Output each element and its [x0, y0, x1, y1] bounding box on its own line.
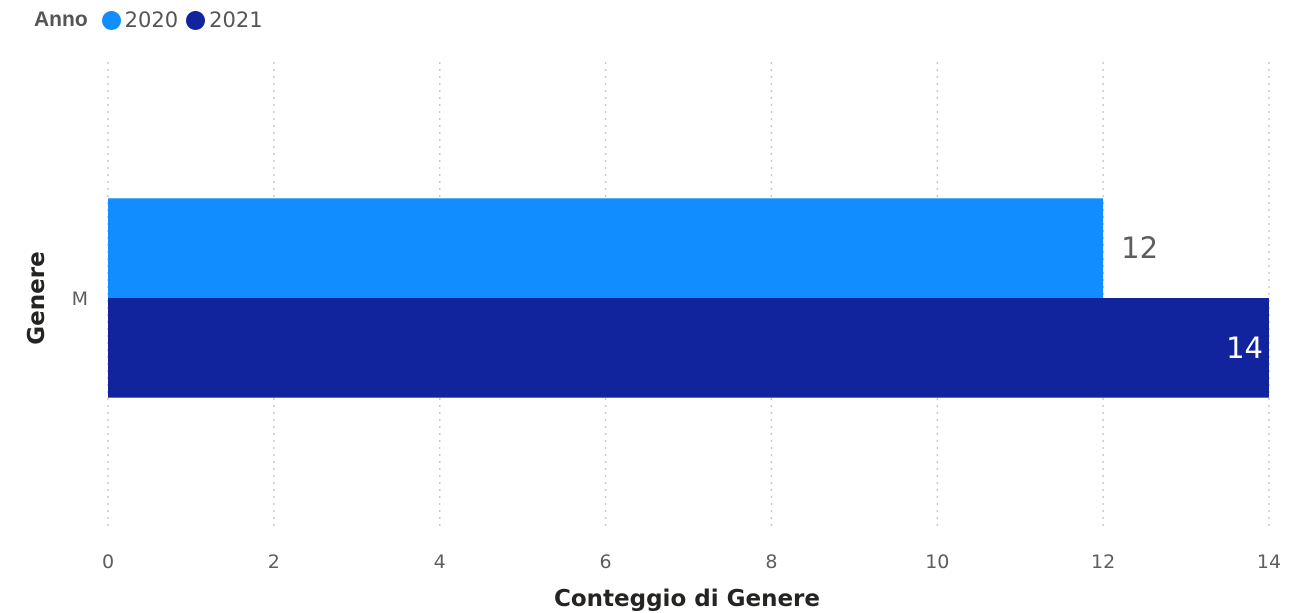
x-tick-label-0: 0	[102, 551, 114, 573]
x-tick-label-2: 2	[268, 551, 280, 573]
bar-2021-M	[108, 298, 1269, 398]
legend-label-2020: 2020	[124, 8, 179, 32]
gridlines	[107, 62, 1270, 530]
y-axis-categories: M	[72, 288, 88, 310]
data-labels: 12 14	[1121, 231, 1263, 365]
x-axis-ticks: 0 2 4 6 8 10 12 14	[102, 551, 1281, 573]
legend-item-2021[interactable]: 2021	[186, 8, 263, 32]
legend-item-2020[interactable]: 2020	[101, 8, 179, 32]
x-tick-label-6: 6	[600, 551, 612, 573]
legend-label-2021: 2021	[209, 8, 263, 32]
x-tick-label-10: 10	[925, 551, 949, 573]
bars	[108, 198, 1269, 398]
data-label-2021-M: 14	[1226, 331, 1263, 365]
x-tick-label-12: 12	[1091, 551, 1115, 573]
legend-title: Anno	[34, 8, 88, 31]
x-tick-label-4: 4	[434, 551, 446, 573]
y-axis-title: Genere	[24, 251, 50, 344]
bar-2020-M	[108, 198, 1104, 298]
x-tick-label-8: 8	[765, 551, 777, 573]
legend-swatch-2021	[186, 10, 206, 30]
x-tick-label-14: 14	[1257, 551, 1281, 573]
data-label-2020-M: 12	[1121, 231, 1158, 265]
legend-swatch-2020	[101, 10, 121, 30]
chart-legend: Anno 2020 2021	[34, 6, 271, 34]
x-axis-title: Conteggio di Genere	[554, 586, 820, 612]
y-category-label-M: M	[72, 288, 88, 310]
